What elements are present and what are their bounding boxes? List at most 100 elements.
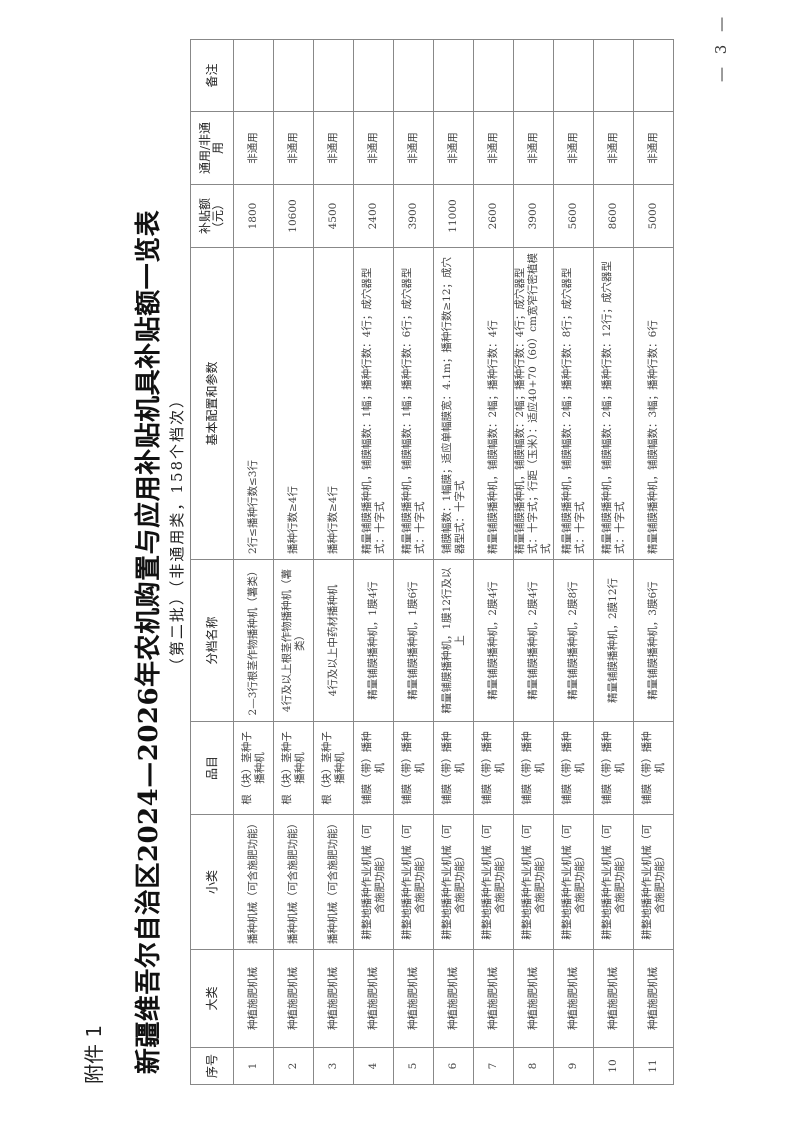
cell-remarks [633, 39, 674, 112]
cell-category: 种植施肥机械 [633, 949, 674, 1048]
cell-grade-name: 精量铺膜播种机，3膜6行 [633, 559, 674, 722]
cell-general-type: 非通用 [553, 111, 594, 185]
table-row: 2 种植施肥机械 播种机械（可含施肥功能） 根（块）茎种子播种机 4行及以上根茎作物播种… [273, 39, 314, 1085]
cell-item: 根（块）茎种子播种机 [273, 721, 314, 815]
table-row: 9 种植施肥机械 耕整地播种作业机械（可含施肥功能） 铺膜（带）播种机 精量铺膜播种机，… [553, 39, 594, 1085]
cell-item: 铺膜（带）播种机 [633, 721, 674, 815]
cell-general-type: 非通用 [393, 111, 434, 185]
cell-config-params: 精量铺膜播种机，铺膜幅数：3幅；播种行数：6行 [633, 247, 674, 560]
cell-general-type: 非通用 [313, 111, 354, 185]
cell-subsidy-amount: 3900 [393, 184, 434, 248]
cell-seq: 7 [473, 1047, 514, 1085]
cell-subcategory: 耕整地播种作业机械（可含施肥功能） [633, 814, 674, 950]
cell-config-params: 播种行数≥4行 [273, 247, 314, 560]
cell-remarks [273, 39, 314, 112]
cell-seq: 11 [633, 1047, 674, 1085]
cell-remarks [313, 39, 354, 112]
table-row: 10 种植施肥机械 耕整地播种作业机械（可含施肥功能） 铺膜（带）播种机 精量铺膜播种机… [593, 39, 634, 1085]
cell-subcategory: 播种机械（可含施肥功能） [233, 814, 274, 950]
header-seq: 序号 [190, 1047, 234, 1085]
table-row: 6 种植施肥机械 耕整地播种作业机械（可含施肥功能） 铺膜（带）播种机 精量铺膜播种机，… [433, 39, 474, 1085]
cell-item: 铺膜（带）播种机 [513, 721, 554, 815]
cell-subcategory: 耕整地播种作业机械（可含施肥功能） [553, 814, 594, 950]
attachment-label: 附件 1 [82, 1024, 106, 1084]
cell-seq: 9 [553, 1047, 594, 1085]
cell-remarks [593, 39, 634, 112]
cell-subcategory: 播种机械（可含施肥功能） [313, 814, 354, 950]
cell-category: 种植施肥机械 [513, 949, 554, 1048]
cell-general-type: 非通用 [593, 111, 634, 185]
document-title: 新疆维吾尔自治区2024—2026年农机购置与应用补贴机具补贴额一览表 [134, 209, 164, 1075]
cell-subsidy-amount: 5600 [553, 184, 594, 248]
cell-subsidy-amount: 2600 [473, 184, 514, 248]
cell-general-type: 非通用 [473, 111, 514, 185]
cell-subcategory: 耕整地播种作业机械（可含施肥功能） [393, 814, 434, 950]
cell-subsidy-amount: 4500 [313, 184, 354, 248]
cell-category: 种植施肥机械 [233, 949, 274, 1048]
cell-config-params: 精量铺膜播种机，铺膜幅数：2幅；播种行数：8行；成穴器型式：十字式 [553, 247, 594, 560]
cell-subcategory: 耕整地播种作业机械（可含施肥功能） [473, 814, 514, 950]
cell-general-type: 非通用 [633, 111, 674, 185]
cell-config-params: 播种行数≥4行 [313, 247, 354, 560]
cell-item: 铺膜（带）播种机 [473, 721, 514, 815]
cell-remarks [553, 39, 594, 112]
cell-seq: 3 [313, 1047, 354, 1085]
document-subtitle: （第二批）（非通用类，158个档次） [168, 390, 186, 674]
cell-grade-name: 精量铺膜播种机，2膜12行 [593, 559, 634, 722]
cell-general-type: 非通用 [433, 111, 474, 185]
cell-subsidy-amount: 8600 [593, 184, 634, 248]
cell-remarks [393, 39, 434, 112]
cell-item: 铺膜（带）播种机 [353, 721, 394, 815]
cell-category: 种植施肥机械 [593, 949, 634, 1048]
cell-remarks [513, 39, 554, 112]
cell-category: 种植施肥机械 [553, 949, 594, 1048]
table-row: 4 种植施肥机械 耕整地播种作业机械（可含施肥功能） 铺膜（带）播种机 精量铺膜播种机，… [353, 39, 394, 1085]
cell-config-params: 2行≤播种行数≤3行 [233, 247, 274, 560]
cell-category: 种植施肥机械 [433, 949, 474, 1048]
cell-config-params: 精量铺膜播种机，铺膜幅数：2幅；播种行数：4行；成穴器型式：十字式；行距（玉米）… [513, 247, 554, 560]
cell-remarks [433, 39, 474, 112]
cell-seq: 4 [353, 1047, 394, 1085]
table-header-row: 序号 大类 小类 品目 分档名称 基本配置和参数 补贴额（元） 通用/非通用 备注 [190, 39, 234, 1085]
header-subsidy-amount: 补贴额（元） [190, 184, 234, 248]
header-remarks: 备注 [190, 39, 234, 112]
header-subcategory: 小类 [190, 814, 234, 950]
cell-item: 铺膜（带）播种机 [393, 721, 434, 815]
cell-grade-name: 精量铺膜播种机，1膜6行 [393, 559, 434, 722]
cell-general-type: 非通用 [273, 111, 314, 185]
cell-seq: 6 [433, 1047, 474, 1085]
table-row: 3 种植施肥机械 播种机械（可含施肥功能） 根（块）茎种子播种机 4行及以上中药材播种机… [313, 39, 354, 1085]
cell-grade-name: 精量铺膜播种机，1膜4行 [353, 559, 394, 722]
subsidy-table: 序号 大类 小类 品目 分档名称 基本配置和参数 补贴额（元） 通用/非通用 备注 1 种植施肥机… [190, 39, 674, 1085]
cell-config-params: 精量铺膜播种机，铺膜幅数：2幅；播种行数：12行；成穴器型式：十字式 [593, 247, 634, 560]
cell-seq: 10 [593, 1047, 634, 1085]
cell-category: 种植施肥机械 [353, 949, 394, 1048]
cell-category: 种植施肥机械 [273, 949, 314, 1048]
cell-grade-name: 2—3行根茎作物播种机（薯类） [233, 559, 274, 722]
header-category: 大类 [190, 949, 234, 1048]
cell-subcategory: 耕整地播种作业机械（可含施肥功能） [593, 814, 634, 950]
cell-config-params: 精量铺膜播种机，铺膜幅数：2幅；播种行数：4行 [473, 247, 514, 560]
cell-item: 铺膜（带）播种机 [553, 721, 594, 815]
cell-subsidy-amount: 3900 [513, 184, 554, 248]
cell-subcategory: 耕整地播种作业机械（可含施肥功能） [433, 814, 474, 950]
cell-general-type: 非通用 [233, 111, 274, 185]
cell-item: 根（块）茎种子播种机 [313, 721, 354, 815]
cell-grade-name: 4行及以上根茎作物播种机（薯类） [273, 559, 314, 722]
cell-subcategory: 耕整地播种作业机械（可含施肥功能） [353, 814, 394, 950]
cell-item: 铺膜（带）播种机 [433, 721, 474, 815]
cell-category: 种植施肥机械 [313, 949, 354, 1048]
cell-general-type: 非通用 [353, 111, 394, 185]
table-row: 1 种植施肥机械 播种机械（可含施肥功能） 根（块）茎种子播种机 2—3行根茎作物播种机… [233, 39, 274, 1085]
cell-seq: 5 [393, 1047, 434, 1085]
cell-item: 铺膜（带）播种机 [593, 721, 634, 815]
cell-grade-name: 精量铺膜播种机，2膜4行 [513, 559, 554, 722]
cell-seq: 8 [513, 1047, 554, 1085]
cell-subsidy-amount: 11000 [433, 184, 474, 248]
header-grade-name: 分档名称 [190, 559, 234, 722]
header-item: 品目 [190, 721, 234, 815]
cell-subsidy-amount: 2400 [353, 184, 394, 248]
cell-config-params: 铺膜幅数：1幅膜；适应单幅膜宽：4.1m；播种行数≥12；成穴器型式：十字式 [433, 247, 474, 560]
cell-subcategory: 播种机械（可含施肥功能） [273, 814, 314, 950]
cell-remarks [473, 39, 514, 112]
